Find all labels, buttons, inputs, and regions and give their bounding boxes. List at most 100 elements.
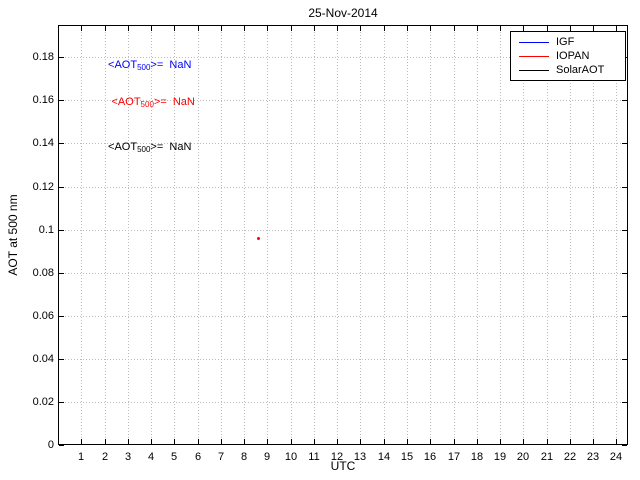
plot-area (58, 25, 628, 445)
x-tick-mark (337, 439, 338, 444)
x-tick-mark (454, 26, 455, 31)
x-tick-label: 18 (470, 451, 484, 463)
y-tick-mark (622, 445, 627, 446)
y-tick-mark (622, 230, 627, 231)
grid-line-vertical (454, 26, 455, 444)
annotation-prefix: <AOT (108, 58, 138, 71)
x-tick-mark (360, 439, 361, 444)
x-tick-label: 22 (563, 451, 577, 463)
x-tick-label: 9 (263, 451, 271, 463)
x-tick-label: 6 (194, 451, 202, 463)
legend-entry: SolarAOT (511, 63, 625, 77)
grid-line-horizontal (59, 100, 627, 101)
x-tick-label: 11 (308, 451, 320, 463)
grid-line-vertical (81, 26, 82, 444)
y-tick-mark (622, 273, 627, 274)
y-tick-mark (59, 187, 64, 188)
x-tick-mark (454, 439, 455, 444)
y-tick-label: 0 (47, 439, 54, 451)
grid-line-vertical (547, 26, 548, 444)
y-tick-mark (622, 402, 627, 403)
legend-line-sample (519, 41, 549, 43)
y-tick-mark (59, 316, 64, 317)
annotation-mean-aot: <AOT500>= NaN (108, 59, 191, 72)
annotation-prefix: <AOT (111, 95, 141, 108)
x-tick-mark (593, 26, 594, 31)
grid-line-vertical (523, 26, 524, 444)
x-tick-label: 10 (284, 451, 298, 463)
x-tick-mark (500, 439, 501, 444)
y-tick-mark (622, 359, 627, 360)
x-tick-label: 8 (240, 451, 248, 463)
x-tick-mark (105, 26, 106, 31)
grid-line-vertical (593, 26, 594, 444)
grid-line-horizontal (59, 316, 627, 317)
x-tick-label: 15 (400, 451, 414, 463)
legend-entry: IOPAN (511, 49, 625, 63)
legend-entry: IGF (511, 35, 625, 49)
grid-line-vertical (430, 26, 431, 444)
x-tick-label: 4 (147, 451, 155, 463)
x-tick-mark (570, 26, 571, 31)
grid-line-vertical (198, 26, 199, 444)
x-tick-mark (198, 26, 199, 31)
legend: IGF IOPAN SolarAOT (510, 31, 626, 81)
grid-line-horizontal (59, 273, 627, 274)
legend-label: SolarAOT (556, 64, 605, 76)
x-tick-mark (360, 26, 361, 31)
grid-line-vertical (244, 26, 245, 444)
grid-line-vertical (407, 26, 408, 444)
legend-line-sample (519, 55, 549, 57)
x-tick-label: 23 (586, 451, 600, 463)
x-tick-mark (616, 439, 617, 444)
grid-line-vertical (174, 26, 175, 444)
grid-line-vertical (477, 26, 478, 444)
x-tick-mark (500, 26, 501, 31)
legend-label: IGF (556, 36, 575, 48)
y-tick-label: 0.14 (32, 137, 54, 149)
y-tick-label: 0.12 (32, 181, 54, 193)
x-tick-mark (547, 26, 548, 31)
grid-line-vertical (500, 26, 501, 444)
x-tick-label: 13 (353, 451, 367, 463)
x-axis-label: UTC (330, 459, 356, 473)
grid-line-vertical (151, 26, 152, 444)
legend-label: IOPAN (556, 50, 590, 62)
x-tick-mark (151, 439, 152, 444)
grid-line-vertical (570, 26, 571, 444)
x-tick-mark (174, 439, 175, 444)
x-tick-mark (523, 439, 524, 444)
y-tick-mark (59, 445, 64, 446)
x-tick-mark (477, 439, 478, 444)
x-tick-mark (267, 26, 268, 31)
x-tick-label: 12 (330, 451, 344, 463)
x-tick-mark (384, 439, 385, 444)
annotation-subscript: 500 (137, 144, 151, 154)
grid-line-horizontal (59, 143, 627, 144)
x-tick-mark (151, 26, 152, 31)
x-tick-mark (314, 26, 315, 31)
grid-line-horizontal (59, 57, 627, 58)
x-tick-mark (267, 439, 268, 444)
x-tick-mark (198, 439, 199, 444)
y-tick-mark (59, 402, 64, 403)
grid-line-horizontal (59, 230, 627, 231)
annotation-suffix: >= NaN (150, 58, 192, 71)
grid-line-vertical (314, 26, 315, 444)
y-tick-mark (622, 316, 627, 317)
grid-line-horizontal (59, 187, 627, 188)
annotation-prefix: <AOT (108, 140, 138, 153)
y-tick-label: 0.06 (32, 310, 54, 322)
y-tick-mark (59, 143, 64, 144)
grid-line-horizontal (59, 359, 627, 360)
x-tick-mark (221, 26, 222, 31)
annotation-suffix: >= NaN (150, 140, 192, 153)
y-tick-label: 0.16 (32, 94, 54, 106)
x-tick-label: 19 (493, 451, 507, 463)
x-tick-label: 7 (217, 451, 225, 463)
y-tick-label: 0.04 (32, 353, 54, 365)
y-tick-mark (59, 359, 64, 360)
x-tick-mark (547, 439, 548, 444)
annotation-subscript: 500 (137, 62, 151, 72)
